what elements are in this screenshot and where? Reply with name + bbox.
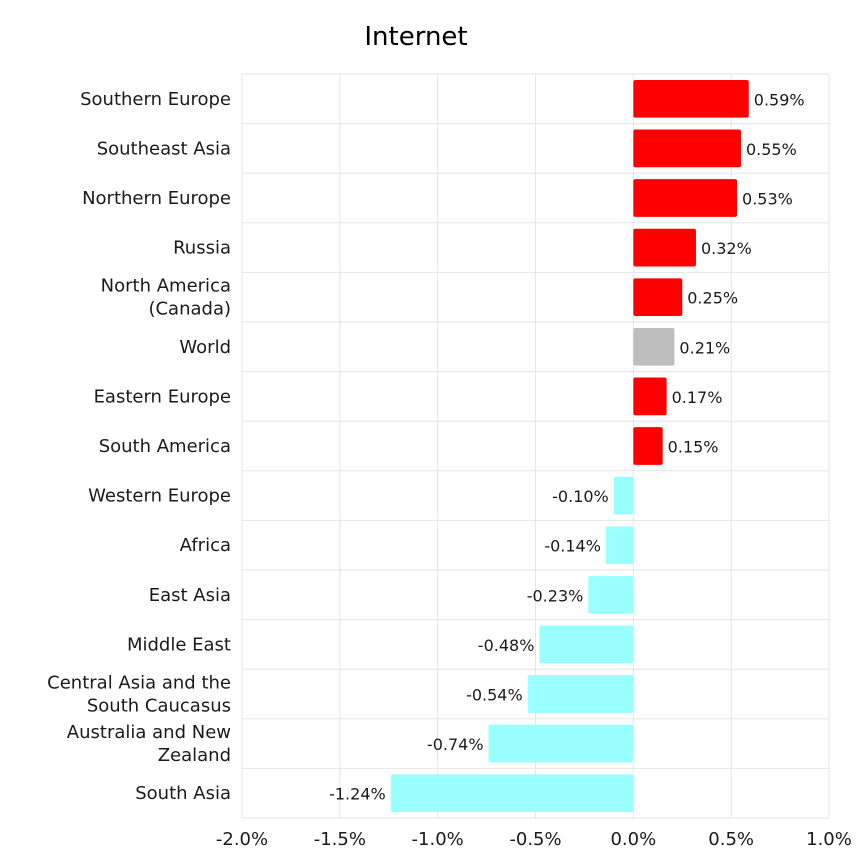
category-label: Western Europe (88, 486, 231, 507)
bar (633, 228, 696, 267)
bar (539, 625, 634, 664)
bar (588, 575, 634, 614)
data-labels: 0.59% 0.55% 0.53% 0.32% 0.25% 0.21% 0.17% 0.15%… (329, 90, 805, 803)
bar (605, 526, 634, 565)
x-tick-label: -1.5% (314, 829, 366, 850)
bar (613, 476, 634, 515)
data-label: 0.17% (672, 388, 723, 407)
x-tick-label: -0.5% (509, 829, 561, 850)
category-label: Northern Europe (82, 188, 231, 209)
bar (527, 675, 634, 713)
x-tick-label: 0.5% (708, 829, 754, 850)
x-tick-label: 0.0% (610, 829, 656, 850)
data-label: -0.23% (527, 586, 584, 605)
x-tick-label: 1.0% (806, 829, 852, 850)
x-tick-labels: -2.0% -1.5% -1.0% -0.5% 0.0% 0.5% 1.0% (216, 829, 852, 850)
category-label: East Asia (149, 585, 231, 606)
bar (633, 327, 675, 366)
data-label: -0.14% (544, 537, 601, 556)
category-label: Southern Europe (80, 89, 231, 110)
x-tick-label: -2.0% (216, 829, 268, 850)
bar (633, 427, 663, 465)
data-label: 0.53% (742, 190, 793, 209)
x-tick-label: -1.0% (412, 829, 464, 850)
category-label: World (179, 337, 231, 358)
category-label: Russia (173, 238, 231, 259)
data-label: -0.54% (466, 686, 523, 705)
data-label: 0.21% (679, 338, 730, 357)
bar (633, 129, 741, 168)
bar (390, 774, 634, 813)
category-label: Southeast Asia (97, 138, 231, 159)
data-label: 0.32% (701, 239, 752, 258)
data-label: 0.25% (687, 289, 738, 308)
data-label: 0.15% (668, 438, 719, 457)
data-label: -0.48% (478, 636, 535, 655)
category-label: Australia and New Zealand (67, 722, 231, 766)
bars (390, 79, 749, 813)
category-label: North America (Canada) (101, 276, 231, 320)
category-label: Middle East (127, 634, 231, 655)
bar (633, 79, 749, 118)
category-label: Eastern Europe (94, 386, 231, 407)
bar (633, 179, 738, 217)
category-labels: Southern Europe Southeast Asia Northern Eu… (47, 89, 231, 804)
bar (633, 278, 683, 317)
bar (633, 377, 667, 416)
data-label: 0.55% (746, 140, 797, 159)
data-label: -0.10% (552, 487, 609, 506)
category-label: South Asia (135, 783, 231, 804)
data-label: -0.74% (427, 735, 484, 754)
bar (488, 724, 634, 763)
data-label: -1.24% (329, 785, 386, 804)
category-label: South America (99, 436, 231, 457)
data-label: 0.59% (754, 90, 805, 109)
chart-title: Internet (364, 22, 467, 52)
grid (241, 73, 830, 819)
category-label: Africa (180, 535, 231, 556)
category-label: Central Asia and the South Caucasus (47, 673, 231, 717)
